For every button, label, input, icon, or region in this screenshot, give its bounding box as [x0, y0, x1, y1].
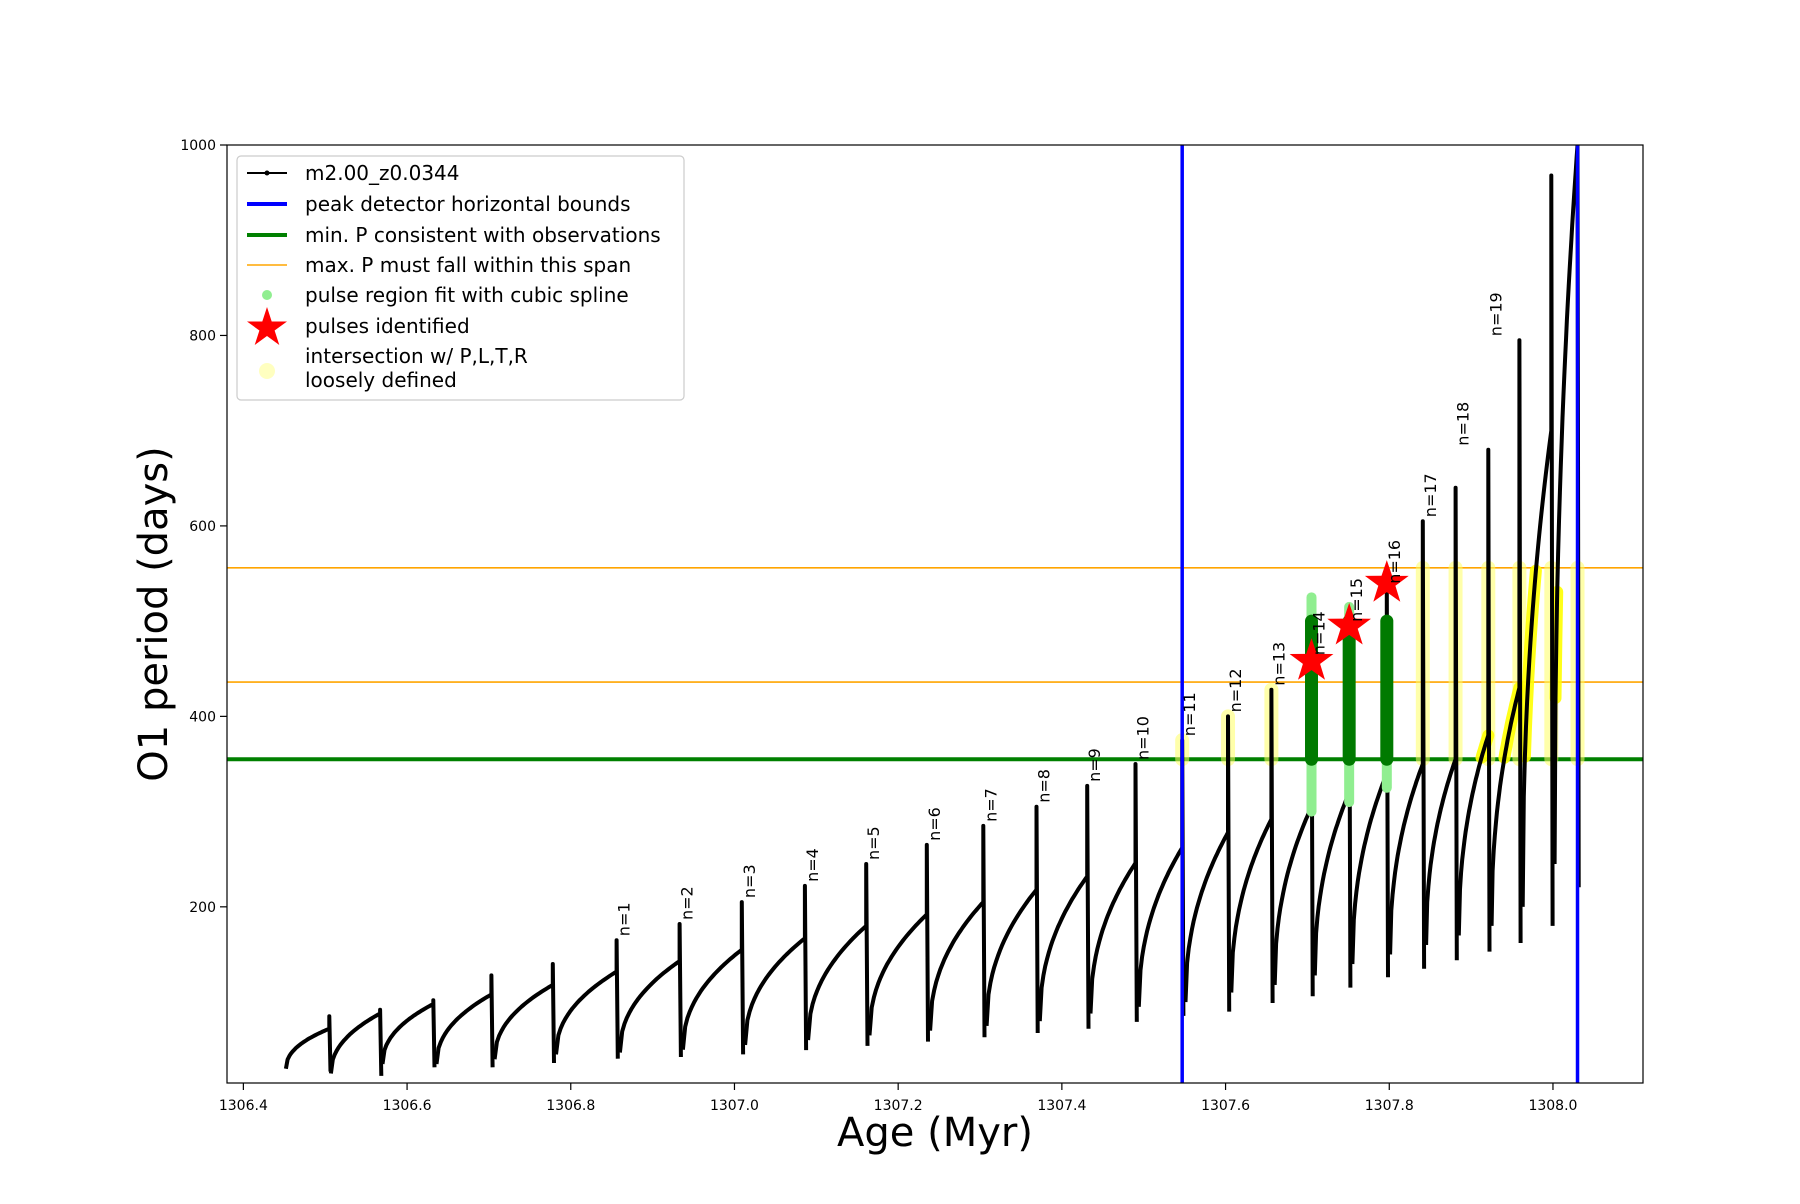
pulse-labels: n=1 n=2 n=3 n=4 n=5 n=6 n=7 n=8 n=9 n=10 n=11 n=12 n…	[615, 292, 1506, 936]
pulse-star	[1327, 602, 1371, 645]
x-tick-label: 1307.4	[1037, 1098, 1086, 1114]
series-pulse	[434, 973, 495, 1068]
series-pulse	[283, 1014, 333, 1072]
plot-frame	[226, 144, 1644, 1084]
y-axis-label: O1 period (days)	[131, 446, 177, 781]
y-tick-label: 200	[189, 900, 216, 916]
pulse-label: n=4	[803, 848, 822, 882]
series-pulse	[1520, 173, 1555, 926]
axes: 1306.4 1306.6 1306.8 1307.0 1307.2 1307.4 1307…	[180, 138, 1577, 1114]
legend-marker	[247, 307, 287, 345]
legend-marker	[262, 290, 272, 300]
series-pulse	[928, 823, 987, 1038]
y-tick-label: 600	[189, 519, 216, 535]
series-pulse	[1388, 519, 1427, 969]
series-pulse	[1136, 738, 1186, 1016]
series-pulse	[1272, 657, 1315, 997]
pulse-label: n=16	[1385, 540, 1404, 584]
y-tick-label: 800	[189, 328, 216, 344]
series-pulse	[806, 862, 870, 1046]
pulse-label: n=13	[1269, 642, 1288, 686]
legend-label: intersection w/ P,L,T,R	[305, 344, 528, 368]
pulse-label: n=11	[1180, 692, 1199, 736]
peak-bounds	[1180, 145, 1580, 1083]
series-pulse	[1552, 145, 1581, 888]
x-tick-label: 1307.8	[1365, 1098, 1414, 1114]
legend-label: pulses identified	[305, 314, 470, 338]
pulse-star	[1289, 638, 1334, 680]
y-tick-label: 400	[189, 709, 216, 725]
series-pulse	[1037, 783, 1091, 1029]
x-tick-label: 1308.0	[1528, 1098, 1577, 1114]
legend-label: m2.00_z0.0344	[305, 161, 460, 185]
pulse-label: n=10	[1134, 716, 1153, 760]
pulse-label: n=19	[1486, 292, 1505, 336]
x-axis-label: Age (Myr)	[837, 1110, 1033, 1156]
x-tick-label: 1306.8	[546, 1098, 595, 1114]
series-pulse	[617, 922, 683, 1058]
pulse-label: n=5	[864, 826, 883, 860]
series-pulse	[328, 1007, 384, 1076]
pulse-label: n=17	[1421, 473, 1440, 517]
legend-marker	[264, 170, 270, 176]
series-pulse	[492, 962, 556, 1064]
y-tick-label: 1000	[180, 138, 216, 154]
legend-label: max. P must fall within this span	[305, 253, 631, 277]
x-tick-label: 1306.4	[219, 1098, 268, 1114]
series-pulse	[1489, 338, 1523, 944]
legend-label: pulse region fit with cubic spline	[305, 283, 629, 307]
pulse-label: n=8	[1035, 769, 1054, 803]
pulse-label: n=12	[1226, 668, 1245, 712]
series-pulse	[680, 900, 746, 1055]
pulse-star	[1364, 560, 1409, 602]
x-tick-label: 1307.6	[1201, 1098, 1250, 1114]
series-pulse	[1229, 687, 1275, 1004]
series-pulse	[743, 883, 809, 1051]
x-tick-label: 1307.0	[710, 1098, 759, 1114]
series-pulse	[1424, 485, 1459, 961]
series-pulse	[984, 804, 1040, 1034]
period-series	[283, 145, 1581, 1076]
x-tick-label: 1307.2	[874, 1098, 923, 1114]
series-pulse	[867, 842, 930, 1042]
pulse-stars	[1289, 560, 1409, 680]
pulse-label: n=9	[1085, 748, 1104, 782]
pulse-label: n=15	[1347, 578, 1366, 622]
pulse-label: n=7	[981, 788, 1000, 822]
pulse-label: n=14	[1310, 611, 1329, 655]
legend-marker	[259, 363, 275, 379]
legend-label: peak detector horizontal bounds	[305, 192, 631, 216]
series-pulse	[1183, 714, 1232, 1012]
legend-label: min. P consistent with observations	[305, 223, 661, 247]
series-pulse	[1088, 762, 1139, 1022]
pulse-label: n=1	[615, 902, 634, 936]
pulse-label: n=6	[925, 807, 944, 841]
legend-box	[236, 155, 685, 401]
series-pulse	[1456, 447, 1492, 952]
pulse-label: n=18	[1454, 402, 1473, 446]
reference-lines	[227, 567, 1643, 762]
series-pulse	[380, 998, 437, 1068]
series-pulse	[554, 938, 620, 1059]
x-tick-label: 1306.6	[383, 1098, 432, 1114]
pulse-label: n=3	[740, 864, 759, 898]
pulse-label: n=2	[678, 886, 697, 920]
legend-label: loosely defined	[305, 368, 457, 392]
